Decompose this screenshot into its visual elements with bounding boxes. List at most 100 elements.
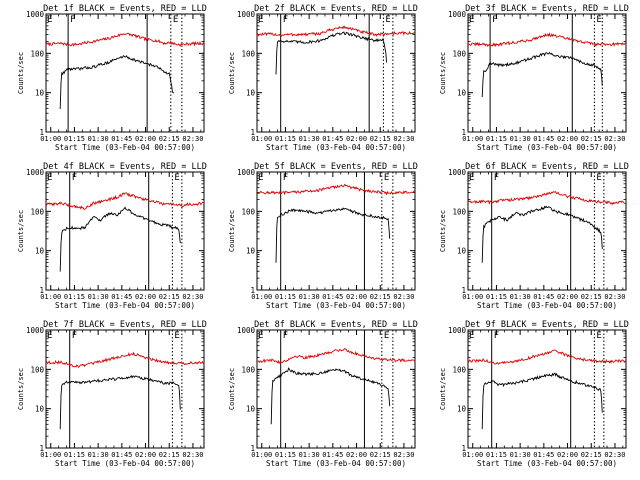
x-tick-label: 02:00 bbox=[135, 451, 156, 459]
x-tick-label: 01:15 bbox=[275, 293, 296, 301]
x-tick-label: 01:00 bbox=[40, 293, 61, 301]
x-tick-label: 02:30 bbox=[182, 293, 203, 301]
chart-title: Det 4f BLACK = Events, RED = LLD bbox=[43, 162, 207, 172]
y-tick-label: 100 bbox=[241, 49, 255, 58]
event-marker-label: E bbox=[384, 331, 389, 341]
series-line-events bbox=[481, 205, 603, 263]
y-tick-label: 10 bbox=[35, 89, 45, 98]
x-tick-label: 01:15 bbox=[486, 293, 507, 301]
y-tick-label: 1000 bbox=[237, 168, 256, 177]
event-marker-label: E bbox=[258, 15, 263, 25]
y-tick-label: 100 bbox=[30, 49, 44, 58]
y-tick-label: 10 bbox=[246, 89, 256, 98]
chart-panel-1: Det 1f BLACK = Events, RED = LLD 1 10 100 10… bbox=[17, 4, 207, 152]
y-tick-label: 1 bbox=[250, 128, 255, 137]
event-marker-label: E bbox=[174, 331, 179, 341]
y-tick-label: 1 bbox=[250, 286, 255, 295]
event-marker-label: E bbox=[47, 15, 52, 25]
x-tick-label: 01:45 bbox=[322, 451, 343, 459]
series-line-lld bbox=[256, 347, 416, 365]
event-marker-label: F bbox=[283, 331, 288, 341]
chart-title: Det 9f BLACK = Events, RED = LLD bbox=[465, 320, 629, 330]
x-tick-label: 02:15 bbox=[370, 293, 391, 301]
series-line-events bbox=[275, 207, 391, 263]
y-tick-label: 1000 bbox=[26, 326, 45, 335]
y-tick-label: 10 bbox=[457, 89, 467, 98]
x-tick-label: 01:00 bbox=[462, 451, 483, 459]
y-tick-label: 100 bbox=[30, 365, 44, 374]
y-tick-label: 10 bbox=[457, 247, 467, 256]
x-tick-label: 01:00 bbox=[462, 293, 483, 301]
x-tick-label: 02:00 bbox=[346, 135, 367, 143]
y-axis-label: Counts/sec bbox=[17, 210, 25, 252]
series-line-events bbox=[59, 375, 181, 430]
x-axis-label: Start Time (03-Feb-04 00:57:00) bbox=[55, 459, 195, 468]
x-tick-label: 01:30 bbox=[88, 451, 109, 459]
y-axis-label: Counts/sec bbox=[228, 368, 236, 410]
event-marker-label: F bbox=[72, 173, 77, 183]
event-marker-label: E bbox=[384, 173, 389, 183]
y-tick-label: 1000 bbox=[448, 10, 467, 19]
plot-frame bbox=[45, 329, 205, 449]
x-tick-label: 01:15 bbox=[64, 135, 85, 143]
event-marker-label: E bbox=[385, 15, 390, 25]
event-marker-label: F bbox=[70, 15, 75, 25]
x-tick-label: 02:30 bbox=[393, 451, 414, 459]
y-tick-label: 100 bbox=[452, 49, 466, 58]
y-tick-label: 1 bbox=[250, 444, 255, 453]
x-axis-label: Start Time (03-Feb-04 00:57:00) bbox=[477, 143, 617, 152]
y-tick-label: 1000 bbox=[237, 326, 256, 335]
plot-frame bbox=[45, 171, 205, 291]
x-tick-label: 01:00 bbox=[40, 451, 61, 459]
plot-frame bbox=[256, 171, 416, 291]
event-marker-label: F bbox=[494, 331, 499, 341]
series-line-events bbox=[481, 372, 603, 430]
series-line-lld bbox=[45, 32, 205, 47]
y-tick-label: 1 bbox=[461, 128, 466, 137]
series-line-lld bbox=[256, 25, 416, 37]
y-tick-label: 1000 bbox=[237, 10, 256, 19]
series-line-events bbox=[59, 206, 181, 272]
y-tick-label: 1000 bbox=[448, 168, 467, 177]
series-line-lld bbox=[467, 191, 627, 205]
x-tick-label: 01:30 bbox=[510, 293, 531, 301]
plot-frame bbox=[256, 13, 416, 133]
y-axis-label: Counts/sec bbox=[439, 368, 447, 410]
x-tick-label: 02:15 bbox=[581, 451, 602, 459]
x-tick-label: 02:15 bbox=[370, 451, 391, 459]
x-axis-label: Start Time (03-Feb-04 00:57:00) bbox=[266, 143, 406, 152]
x-tick-label: 02:15 bbox=[159, 451, 180, 459]
event-marker-label: F bbox=[492, 15, 497, 25]
x-axis-label: Start Time (03-Feb-04 00:57:00) bbox=[477, 301, 617, 310]
series-line-events bbox=[481, 51, 603, 98]
y-tick-label: 1 bbox=[39, 444, 44, 453]
y-tick-label: 100 bbox=[241, 207, 255, 216]
chart-panel-2: Det 2f BLACK = Events, RED = LLD 1 10 100 10… bbox=[228, 4, 418, 152]
chart-title: Det 3f BLACK = Events, RED = LLD bbox=[465, 4, 629, 14]
series-line-events bbox=[59, 54, 175, 110]
x-tick-label: 01:45 bbox=[111, 293, 132, 301]
chart-panel-6: Det 6f BLACK = Events, RED = LLD 1 10 100 10… bbox=[439, 162, 629, 310]
x-tick-label: 01:30 bbox=[299, 293, 320, 301]
event-marker-label: F bbox=[72, 331, 77, 341]
x-tick-label: 01:00 bbox=[251, 293, 272, 301]
y-tick-label: 1 bbox=[461, 444, 466, 453]
y-tick-label: 100 bbox=[241, 365, 255, 374]
x-tick-label: 02:00 bbox=[346, 293, 367, 301]
x-tick-label: 02:00 bbox=[557, 451, 578, 459]
event-marker-label: E bbox=[596, 15, 601, 25]
event-marker-label: E bbox=[258, 173, 263, 183]
chart-title: Det 6f BLACK = Events, RED = LLD bbox=[465, 162, 629, 172]
x-tick-label: 02:00 bbox=[135, 135, 156, 143]
chart-panel-5: Det 5f BLACK = Events, RED = LLD 1 10 100 10… bbox=[228, 162, 418, 310]
x-tick-label: 01:30 bbox=[88, 293, 109, 301]
y-tick-label: 1 bbox=[461, 286, 466, 295]
y-tick-label: 100 bbox=[452, 207, 466, 216]
event-marker-label: E bbox=[258, 331, 263, 341]
x-tick-label: 01:00 bbox=[251, 135, 272, 143]
series-line-lld bbox=[45, 351, 205, 368]
x-tick-label: 02:00 bbox=[557, 135, 578, 143]
y-tick-label: 1000 bbox=[26, 168, 45, 177]
y-tick-label: 1 bbox=[39, 128, 44, 137]
